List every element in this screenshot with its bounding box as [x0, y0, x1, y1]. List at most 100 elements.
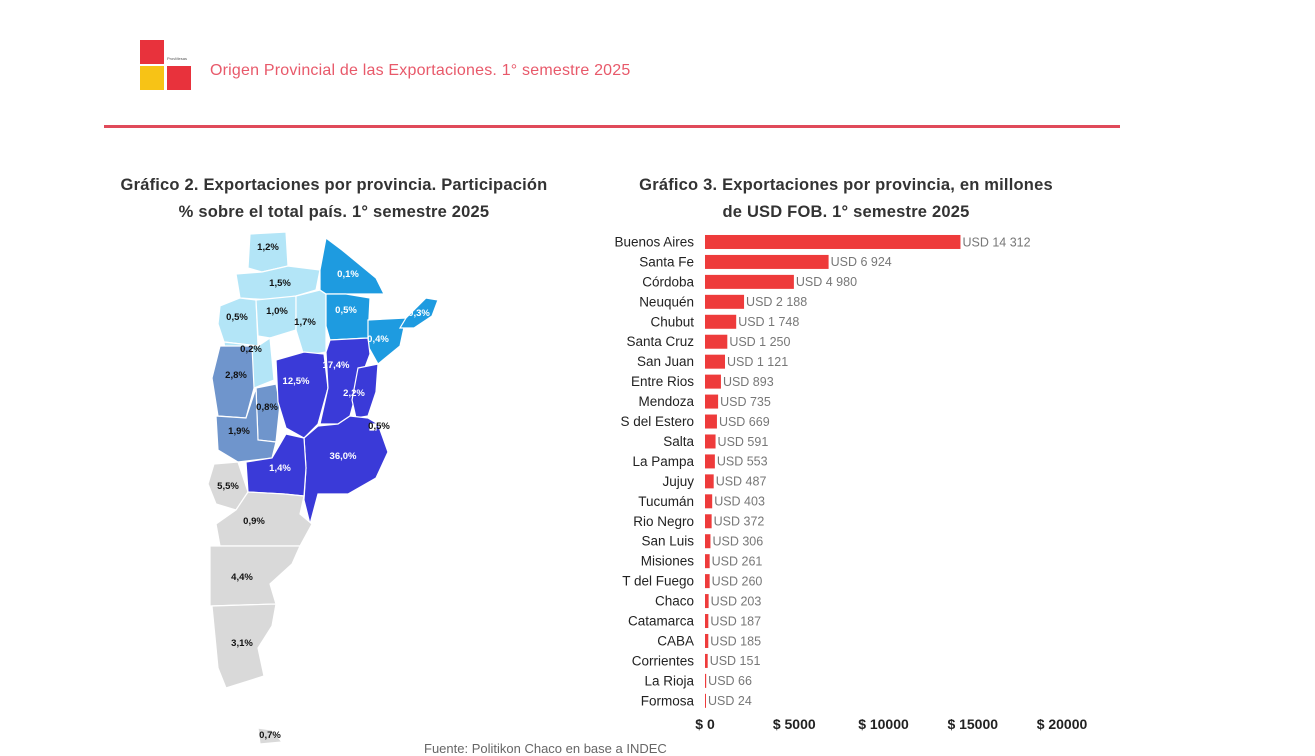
map-value-label: 0,4% — [367, 334, 389, 345]
map-chart-title: Gráfico 2. Exportaciones por provincia. … — [96, 172, 572, 226]
value-label: USD 591 — [718, 435, 769, 449]
map-value-label: 3,1% — [231, 638, 253, 649]
brand-logo: ProvMesas — [140, 40, 192, 92]
value-label: USD 185 — [710, 634, 761, 648]
map-region-entrerios — [351, 363, 379, 419]
value-label: USD 1 748 — [738, 315, 799, 329]
category-label: Jujuy — [662, 474, 694, 489]
category-label: CABA — [657, 633, 694, 648]
bar — [705, 334, 728, 349]
x-tick-label: $ 0 — [695, 716, 715, 732]
bar-title-line2: de USD FOB. 1° semestre 2025 — [722, 203, 970, 221]
value-label: USD 306 — [712, 535, 763, 549]
category-label: Mendoza — [638, 394, 694, 409]
value-label: USD 553 — [717, 455, 768, 469]
map-value-label: 12,5% — [283, 376, 310, 387]
category-label: Catamarca — [628, 614, 695, 629]
category-label: Salta — [663, 434, 694, 449]
header-divider — [104, 125, 1120, 128]
map-value-label: 1,0% — [266, 306, 288, 317]
value-label: USD 1 250 — [729, 335, 790, 349]
map-title-line2: % sobre el total país. 1° semestre 2025 — [178, 203, 490, 221]
bar — [705, 673, 707, 688]
value-label: USD 6 924 — [831, 255, 892, 269]
category-label: San Luis — [641, 534, 694, 549]
category-label: Santa Cruz — [626, 334, 694, 349]
category-label: S del Estero — [620, 414, 694, 429]
x-tick-label: $ 15000 — [947, 716, 998, 732]
value-label: USD 893 — [723, 375, 774, 389]
page-title: Origen Provincial de las Exportaciones. … — [210, 62, 631, 79]
map-value-label: 4,4% — [231, 572, 253, 583]
map-value-label: 0,8% — [256, 402, 278, 413]
x-tick-label: $ 5000 — [773, 716, 816, 732]
value-label: USD 403 — [714, 495, 765, 509]
bar — [705, 234, 961, 249]
category-label: La Pampa — [632, 454, 694, 469]
bar-chart-title: Gráfico 3. Exportaciones por provincia, … — [590, 172, 1102, 226]
map-value-label: 2,8% — [225, 370, 247, 381]
map-value-label: 1,4% — [269, 463, 291, 474]
category-label: Misiones — [641, 554, 695, 569]
map-region-misiones — [398, 297, 439, 329]
map-region-chubut — [209, 545, 301, 607]
bar — [705, 534, 711, 549]
map-value-label: 0,5% — [226, 312, 248, 323]
map-value-label: 17,4% — [323, 360, 350, 371]
bar — [705, 693, 706, 708]
category-label: T del Fuego — [622, 574, 694, 589]
bar — [705, 414, 717, 429]
category-label: Buenos Aires — [614, 234, 694, 249]
map-region-caba — [369, 423, 377, 431]
category-label: Neuquén — [639, 294, 694, 309]
bar — [705, 294, 745, 309]
argentina-map: 1,2% 1,5% 0,5% 1,0% 1,7% 0,2% 0,1% 0,5% 0,4% 0,3%… — [207, 231, 439, 745]
map-region-tierradelfuego — [257, 727, 284, 745]
category-label: Corrientes — [632, 653, 695, 668]
map-value-label: 0,7% — [259, 730, 281, 741]
map-value-label: 0,3% — [408, 308, 430, 319]
map-value-label: 1,9% — [228, 426, 250, 437]
bar — [705, 254, 829, 269]
map-region-buenosaires — [303, 415, 389, 527]
bar — [705, 354, 726, 369]
logo-square-red-top — [140, 40, 164, 64]
bar — [705, 274, 794, 289]
category-label: Entre Rios — [631, 374, 694, 389]
map-region-cordoba — [275, 351, 329, 439]
map-value-label: 0,2% — [240, 344, 262, 355]
bar — [705, 474, 714, 489]
value-label: USD 1 121 — [727, 355, 788, 369]
value-label: USD 669 — [719, 415, 770, 429]
category-label: Córdoba — [642, 274, 694, 289]
bar — [705, 633, 709, 648]
bar-chart-bars: Buenos Aires USD 14 312 Santa Fe USD 6 924 C… — [614, 234, 1087, 732]
logo-square-yellow — [140, 66, 164, 90]
map-value-label: 0,5% — [368, 421, 390, 432]
map-region-formosa — [319, 236, 385, 295]
value-label: USD 14 312 — [962, 235, 1030, 249]
category-label: La Rioja — [644, 673, 694, 688]
value-label: USD 4 980 — [796, 275, 857, 289]
bar — [705, 314, 737, 329]
map-value-label: 1,5% — [269, 278, 291, 289]
value-label: USD 151 — [710, 654, 761, 668]
map-value-label: 2,2% — [343, 388, 365, 399]
value-label: USD 187 — [710, 614, 761, 628]
map-title-line1: Gráfico 2. Exportaciones por provincia. … — [120, 176, 548, 194]
category-label: Rio Negro — [633, 514, 694, 529]
category-label: Chubut — [650, 314, 694, 329]
category-label: Santa Fe — [639, 254, 694, 269]
map-region-salta — [235, 265, 321, 301]
x-tick-label: $ 10000 — [858, 716, 909, 732]
map-value-label: 0,1% — [337, 269, 359, 280]
x-tick-label: $ 20000 — [1037, 716, 1088, 732]
logo-text: ProvMesas — [167, 56, 188, 61]
bar — [705, 614, 709, 629]
map-value-label: 0,5% — [335, 305, 357, 316]
map-value-label: 36,0% — [330, 451, 357, 462]
bar — [705, 374, 721, 389]
bar — [705, 394, 719, 409]
value-label: USD 203 — [711, 594, 762, 608]
